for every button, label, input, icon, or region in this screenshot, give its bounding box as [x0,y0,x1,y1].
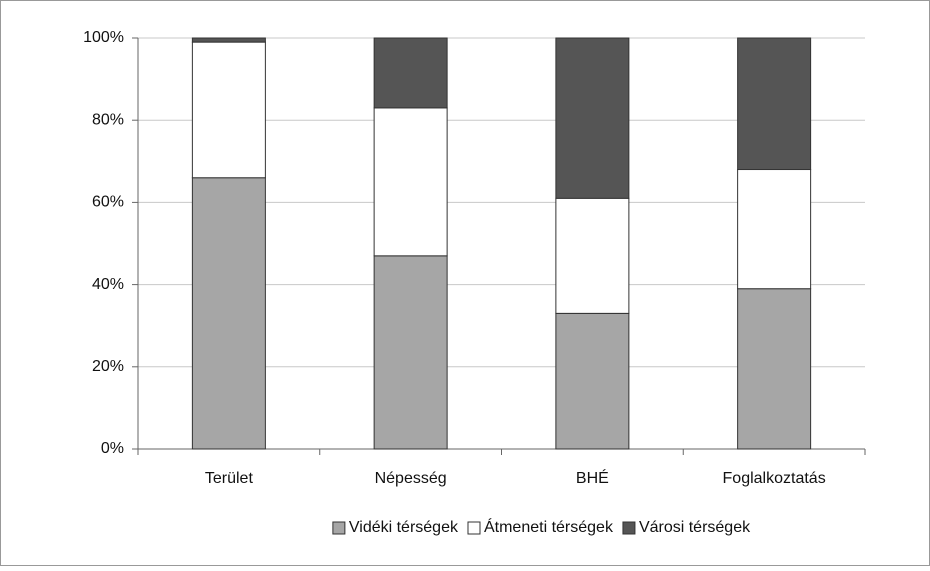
x-tick-label: Népesség [375,470,447,487]
y-tick-label: 80% [92,111,124,128]
x-tick-label: Foglalkoztatás [723,470,826,487]
bar-segment [555,197,630,314]
y-tick-label: 60% [92,194,124,211]
bar-segment [737,169,812,290]
x-tick-label: BHÉ [576,468,609,487]
bar-segment [373,37,448,109]
bar-segment [191,37,266,43]
bar-segment [373,255,448,450]
legend-label: Városi térségek [639,519,751,536]
legend-label: Vidéki térségek [349,519,459,536]
bar-segment [555,37,630,199]
legend-label: Átmeneti térségek [484,517,614,536]
bar-segment [737,288,812,450]
legend-swatch [332,521,346,535]
legend-swatch [467,521,481,535]
y-tick-label: 100% [83,29,124,46]
y-tick-label: 0% [101,440,124,457]
bar-segment [191,41,266,179]
y-tick-label: 40% [92,276,124,293]
legend-swatch [622,521,636,535]
bar-segment [737,37,812,171]
bar-segment [555,312,630,450]
bar-segment [191,177,266,450]
x-tick-label: Terület [205,470,254,487]
bar-segment [373,107,448,257]
y-tick-label: 20% [92,358,124,375]
